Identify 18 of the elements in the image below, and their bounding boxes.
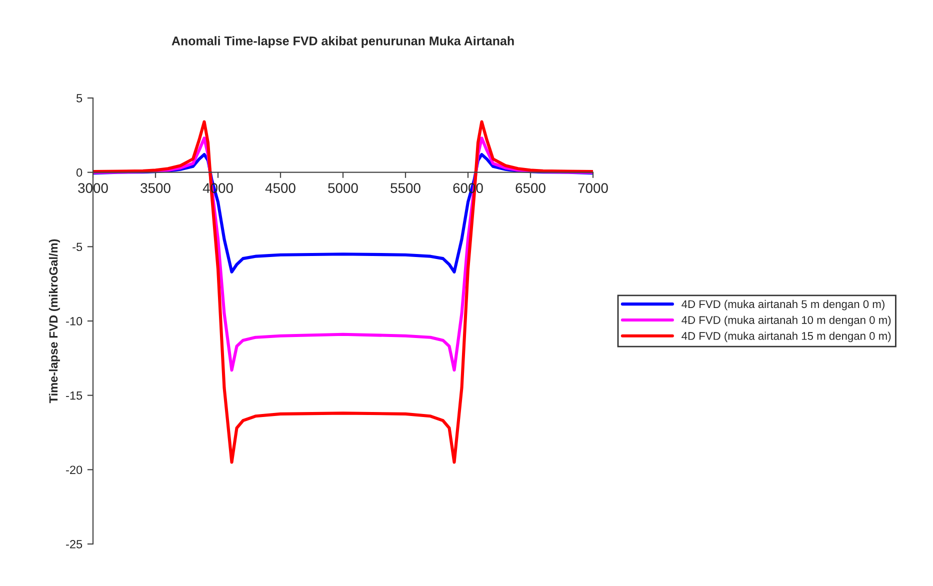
- y-tick-label: -15: [66, 391, 82, 400]
- y-tick-label: 0: [76, 168, 82, 177]
- x-tick-label: 5000: [328, 183, 358, 193]
- y-tick-label: -25: [66, 540, 82, 548]
- legend-label: 4D FVD (muka airtanah 5 m dengan 0 m): [682, 300, 884, 310]
- y-tick-label: 5: [76, 94, 82, 102]
- legend-label: 4D FVD (muka airtanah 15 m dengan 0 m): [682, 332, 891, 342]
- x-tick-label: 7000: [578, 183, 608, 193]
- chart-title: Anomali Time-lapse FVD akibat penurunan Muka Airtanah: [172, 36, 514, 48]
- x-tick-label: 5500: [390, 183, 420, 193]
- x-tick-label: 4500: [265, 183, 296, 193]
- y-tick-label: -10: [66, 317, 82, 326]
- y-tick-label: -5: [72, 242, 82, 252]
- y-axis-title: Time-lapse FVD (mikroGal/m): [48, 239, 60, 404]
- x-tick-label: 3500: [140, 183, 170, 193]
- x-tick-label: 6500: [516, 183, 546, 193]
- legend-label: 4D FVD (muka airtanah 10 m dengan 0 m): [682, 316, 891, 326]
- y-tick-label: -20: [66, 466, 82, 474]
